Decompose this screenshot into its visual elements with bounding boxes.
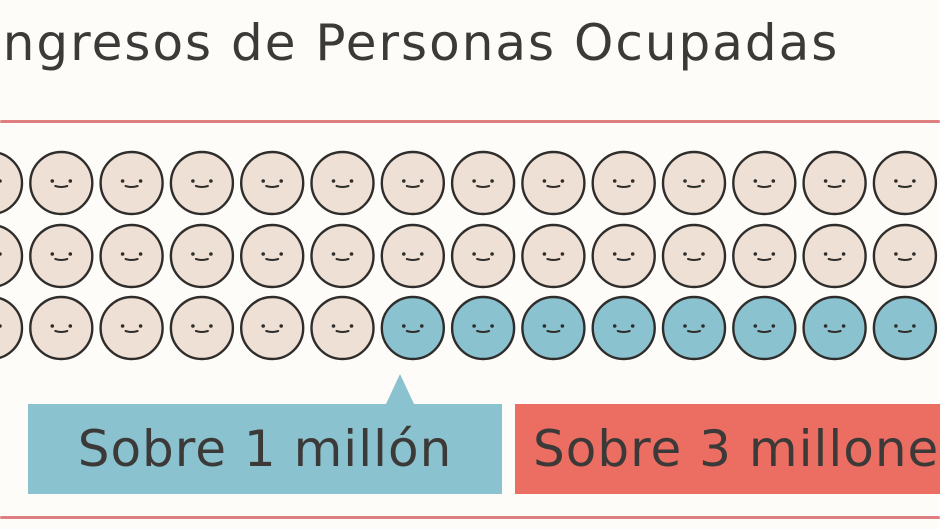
person-face-neutral [29, 223, 94, 289]
person-face-neutral [521, 223, 586, 289]
person-face-neutral [240, 223, 305, 289]
person-face-neutral [380, 150, 445, 216]
top-divider [0, 120, 940, 123]
person-face-neutral [872, 223, 938, 289]
person-face-neutral [732, 150, 797, 216]
person-face-neutral [450, 223, 516, 289]
person-face-neutral [169, 295, 235, 361]
person-face-blue [521, 295, 586, 361]
person-face-neutral [802, 223, 867, 289]
person-face-neutral [240, 295, 305, 361]
person-face-neutral [591, 150, 656, 216]
label-over-1-million-text: Sobre 1 millón [77, 420, 453, 478]
person-face-neutral [99, 223, 164, 289]
person-face-blue [802, 295, 867, 361]
person-face-neutral [310, 223, 375, 289]
person-face-neutral [0, 297, 24, 359]
person-face-blue [661, 295, 727, 361]
chart-title: Ingresos de Personas Ocupadas [0, 14, 840, 72]
person-face-neutral [240, 150, 305, 216]
label-over-3-million: Sobre 3 millones [515, 404, 940, 494]
person-face-neutral [29, 295, 94, 361]
person-face-blue [872, 295, 938, 361]
callout-pointer [386, 374, 414, 404]
person-face-neutral [380, 223, 445, 289]
person-face-neutral [661, 223, 727, 289]
label-over-1-million: Sobre 1 millón [28, 404, 502, 494]
person-face-neutral [450, 150, 516, 216]
person-face-neutral [310, 150, 375, 216]
person-face-neutral [872, 150, 938, 216]
person-face-neutral [169, 150, 235, 216]
person-face-neutral [0, 152, 24, 214]
person-face-neutral [169, 223, 235, 289]
person-face-neutral [732, 223, 797, 289]
person-face-neutral [310, 295, 375, 361]
person-face-blue [732, 295, 797, 361]
label-over-3-million-text: Sobre 3 millones [533, 420, 940, 478]
person-face-neutral [29, 150, 94, 216]
person-face-neutral [802, 150, 867, 216]
person-face-neutral [521, 150, 586, 216]
person-face-neutral [661, 150, 727, 216]
person-face-neutral [591, 223, 656, 289]
person-face-blue [380, 295, 445, 361]
person-face-neutral [99, 150, 164, 216]
bottom-divider [0, 516, 940, 519]
person-face-neutral [99, 295, 164, 361]
person-face-blue [591, 295, 656, 361]
person-face-blue [450, 295, 516, 361]
person-face-neutral [0, 225, 24, 287]
